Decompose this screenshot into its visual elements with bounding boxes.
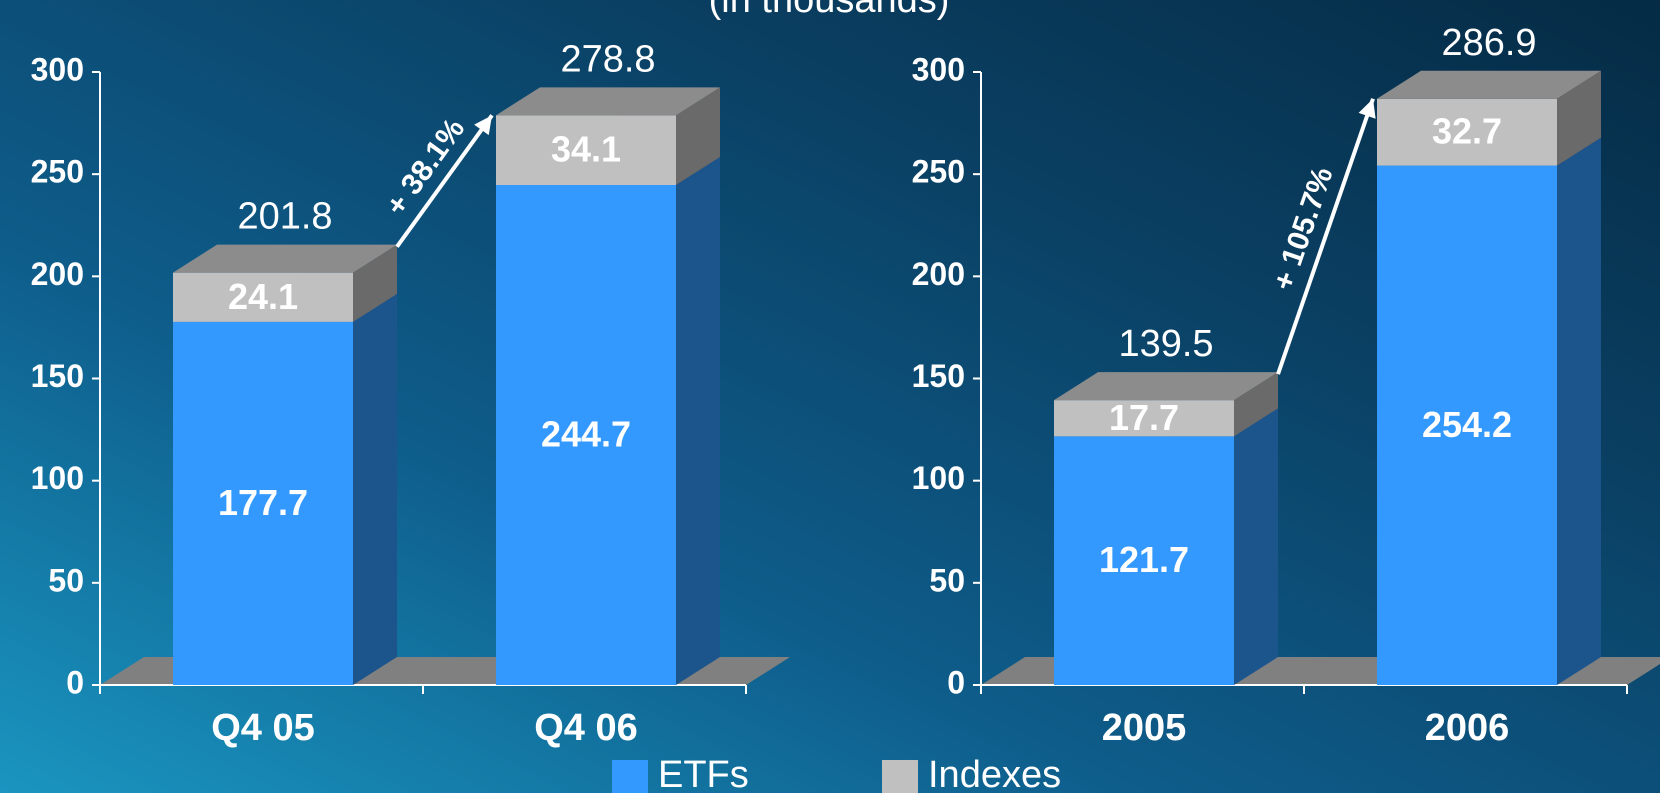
- bar-side: [1234, 408, 1278, 685]
- y-tick-label: 0: [947, 664, 965, 700]
- x-tick-label: 2005: [1102, 707, 1187, 749]
- bar-side: [676, 156, 720, 685]
- segment-label: 32.7: [1432, 111, 1502, 152]
- bar-top: [1054, 372, 1278, 401]
- x-tick-label: Q4 06: [534, 707, 638, 749]
- y-tick-label: 300: [31, 51, 84, 87]
- y-tick-label: 200: [31, 256, 84, 292]
- x-tick-label: Q4 05: [211, 707, 315, 749]
- bar-side: [1234, 372, 1278, 437]
- bar-top: [1377, 70, 1601, 99]
- segment-label: 121.7: [1099, 539, 1189, 580]
- y-tick-label: 150: [912, 358, 965, 394]
- y-tick-label: 50: [48, 562, 84, 598]
- bar-segment: [1377, 165, 1557, 686]
- arrow-head: [1358, 98, 1376, 119]
- bar-segment: [1377, 98, 1557, 166]
- legend-label: ETFs: [658, 754, 749, 793]
- arrow-head: [474, 115, 492, 136]
- subtitle: (in thousands): [709, 0, 950, 21]
- y-tick-label: 200: [912, 256, 965, 292]
- bar-side: [1557, 70, 1601, 166]
- y-tick-label: 250: [31, 154, 84, 190]
- total-label: 286.9: [1441, 22, 1536, 64]
- segment-label: 34.1: [551, 129, 621, 170]
- bar-segment: [496, 184, 676, 685]
- x-tick-label: 2006: [1425, 707, 1510, 749]
- y-tick-label: 50: [929, 562, 965, 598]
- bar-side: [676, 87, 720, 185]
- bar-top: [496, 87, 720, 116]
- legend-swatch: [882, 760, 918, 793]
- bar-side: [353, 293, 397, 685]
- y-tick-label: 0: [66, 664, 84, 700]
- bar-segment: [173, 272, 353, 322]
- segment-label: 254.2: [1422, 404, 1512, 445]
- total-label: 201.8: [237, 196, 332, 238]
- y-tick-label: 100: [912, 460, 965, 496]
- segment-label: 177.7: [218, 482, 308, 523]
- bar-side: [1557, 137, 1601, 686]
- bar-side: [353, 244, 397, 322]
- legend-swatch: [612, 760, 648, 793]
- growth-arrow: [395, 114, 494, 248]
- segment-label: 17.7: [1109, 397, 1179, 438]
- growth-arrow: [1276, 98, 1375, 375]
- bar-segment: [1054, 400, 1234, 437]
- bar-segment: [496, 115, 676, 185]
- y-tick-label: 300: [912, 51, 965, 87]
- y-tick-label: 100: [31, 460, 84, 496]
- bar-segment: [173, 321, 353, 685]
- y-tick-label: 150: [31, 358, 84, 394]
- segment-label: 24.1: [228, 276, 298, 317]
- bar-segment: [1054, 436, 1234, 685]
- total-label: 139.5: [1118, 323, 1213, 365]
- segment-label: 244.7: [541, 414, 631, 455]
- legend-label: Indexes: [928, 754, 1061, 793]
- total-label: 278.8: [560, 38, 655, 80]
- y-tick-label: 250: [912, 154, 965, 190]
- bar-top: [173, 244, 397, 273]
